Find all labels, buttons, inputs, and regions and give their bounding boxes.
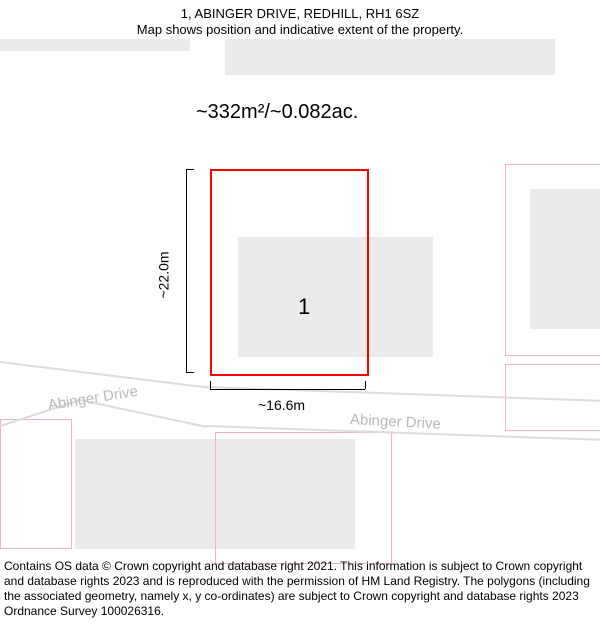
parcel-outline: [505, 164, 600, 356]
subtitle-line: Map shows position and indicative extent…: [0, 22, 600, 38]
property-outline: [210, 169, 369, 376]
map-area: ~332m²/~0.082ac. 1 ~22.0m ~16.6m Abinger…: [0, 39, 600, 537]
height-bracket-tick-top: [186, 169, 194, 170]
building-footprint: [225, 39, 555, 75]
footer-copyright: Contains OS data © Crown copyright and d…: [4, 559, 590, 619]
height-bracket-tick-bottom: [186, 372, 194, 373]
area-label: ~332m²/~0.082ac.: [196, 101, 358, 124]
header: 1, ABINGER DRIVE, REDHILL, RH1 6SZ Map s…: [0, 0, 600, 39]
building-footprint: [0, 39, 190, 51]
height-bracket-main: [186, 169, 187, 372]
width-bracket-tick-right: [365, 381, 366, 389]
parcel-outline: [0, 419, 72, 549]
road-name-label: Abinger Drive: [350, 411, 442, 433]
house-number: 1: [298, 294, 310, 320]
width-bracket-tick-left: [210, 381, 211, 389]
parcel-outline: [215, 432, 392, 564]
height-dim-label: ~22.0m: [156, 251, 172, 298]
width-bracket-main: [210, 389, 365, 390]
address-line: 1, ABINGER DRIVE, REDHILL, RH1 6SZ: [0, 6, 600, 22]
road-edge: [0, 361, 209, 389]
width-dim-label: ~16.6m: [258, 397, 305, 413]
